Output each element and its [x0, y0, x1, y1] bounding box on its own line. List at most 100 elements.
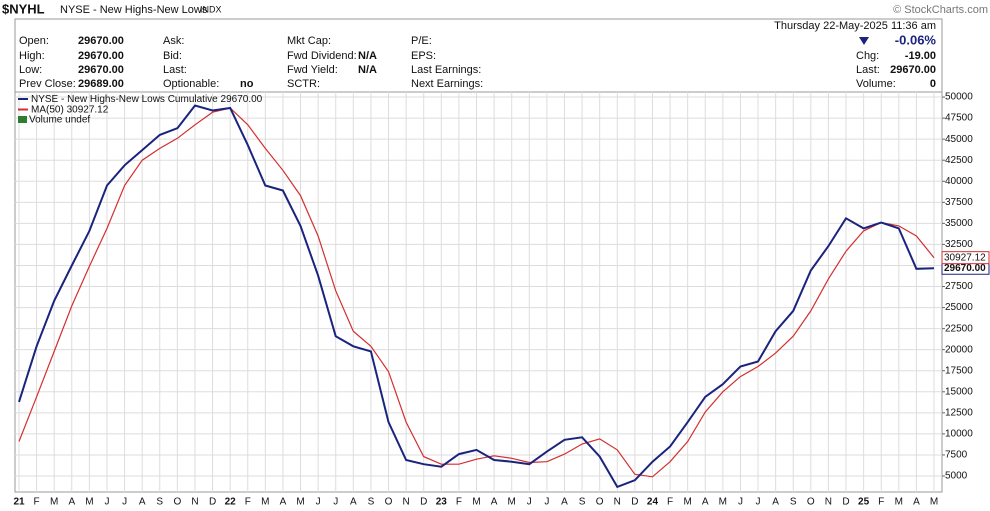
y-tick-label: 12500 — [945, 407, 973, 418]
x-tick-label: A — [491, 497, 498, 508]
y-tick-label: 20000 — [945, 344, 973, 355]
field-value: 29670.00 — [890, 64, 936, 76]
series-line — [18, 107, 935, 478]
x-tick-label: O — [385, 497, 393, 508]
x-tick-label: A — [772, 497, 779, 508]
field-value: 29670.00 — [78, 64, 124, 76]
x-tick-label: J — [122, 497, 127, 508]
x-tick-label: M — [508, 497, 516, 508]
y-tick-label: 37500 — [945, 197, 973, 208]
x-tick-label: N — [825, 497, 832, 508]
y-tick-label: 50000 — [945, 92, 973, 103]
y-tick-label: 40000 — [945, 176, 973, 187]
field-label: Volume: — [856, 78, 896, 90]
series-line — [18, 104, 935, 489]
volume-swatch — [18, 116, 27, 123]
x-tick-label: F — [456, 497, 462, 508]
field-label: Fwd Yield: — [287, 64, 338, 76]
field-value: N/A — [358, 50, 377, 62]
field-label: EPS: — [411, 50, 436, 62]
field-label: Low: — [19, 64, 42, 76]
volume-legend: Volume undef — [29, 115, 90, 126]
legend-name: MA(50) — [31, 104, 64, 115]
field-label: Next Earnings: — [411, 78, 483, 90]
y-tick-label: 45000 — [945, 134, 973, 145]
x-tick-label: M — [296, 497, 304, 508]
y-tick-label: 25000 — [945, 302, 973, 313]
x-tick-label: M — [930, 497, 938, 508]
down-arrow — [859, 37, 869, 45]
end-tag — [941, 251, 990, 265]
legend-name: NYSE - New Highs-New Lows Cumulative — [31, 94, 218, 105]
y-tick-label: 10000 — [945, 429, 973, 440]
field-value: 29670.00 — [78, 50, 124, 62]
field-label: Bid: — [163, 50, 182, 62]
x-tick-label: M — [472, 497, 480, 508]
x-tick-label: J — [544, 497, 549, 508]
field-label: Last: — [856, 64, 880, 76]
x-tick-label: D — [631, 497, 638, 508]
x-tick-label: A — [561, 497, 568, 508]
field-label: Fwd Dividend: — [287, 50, 357, 62]
x-tick-label: A — [350, 497, 357, 508]
field-label: P/E: — [411, 35, 432, 47]
x-tick-label: O — [173, 497, 181, 508]
x-tick-label: O — [807, 497, 815, 508]
date: Thursday 22-May-2025 11:36 am — [774, 20, 936, 32]
change-pct: -0.06% — [895, 32, 937, 47]
x-tick-label: J — [104, 497, 109, 508]
field-value: 29689.00 — [78, 78, 124, 90]
field-label: Chg: — [856, 50, 879, 62]
x-tick-label: M — [261, 497, 269, 508]
x-tick-label: A — [139, 497, 146, 508]
x-tick-label: N — [191, 497, 198, 508]
x-tick-label: 24 — [647, 497, 659, 508]
end-tag-label: 29670.00 — [944, 263, 986, 274]
field-label: Mkt Cap: — [287, 35, 331, 47]
x-tick-label: D — [842, 497, 849, 508]
y-tick-label: 47500 — [945, 113, 973, 124]
x-tick-label: J — [756, 497, 761, 508]
x-tick-label: M — [683, 497, 691, 508]
x-tick-label: D — [209, 497, 216, 508]
y-tick-label: 17500 — [945, 365, 973, 376]
y-tick-label: 27500 — [945, 281, 973, 292]
x-tick-label: M — [85, 497, 93, 508]
field-value: 29670.00 — [78, 35, 124, 47]
y-tick-label: 7500 — [945, 450, 968, 461]
x-tick-label: S — [156, 497, 163, 508]
x-tick-label: 21 — [13, 497, 25, 508]
y-tick-label: 42500 — [945, 155, 973, 166]
y-tick-label: 32500 — [945, 239, 973, 250]
y-tick-label: 35000 — [945, 218, 973, 229]
y-tick-label: 15000 — [945, 386, 973, 397]
x-tick-label: O — [596, 497, 604, 508]
x-tick-label: J — [738, 497, 743, 508]
y-tick-label: 22500 — [945, 323, 973, 334]
field-label: High: — [19, 50, 45, 62]
field-label: Last: — [163, 64, 187, 76]
x-tick-label: 22 — [225, 497, 237, 508]
end-tag-label: 30927.12 — [944, 252, 986, 263]
exchange: INDX — [200, 4, 222, 14]
plot-area — [14, 91, 943, 493]
x-tick-label: S — [579, 497, 586, 508]
field-value: 0 — [930, 78, 936, 90]
x-tick-label: A — [913, 497, 920, 508]
info-panel — [14, 18, 943, 93]
x-tick-label: S — [368, 497, 375, 508]
field-label: Open: — [19, 35, 49, 47]
symbol: $NYHL — [2, 1, 45, 16]
legend-label: NYSE - New Highs-New Lows Cumulative 296… — [31, 94, 263, 105]
x-tick-label: M — [895, 497, 903, 508]
x-tick-label: F — [667, 497, 673, 508]
legend-label: MA(50) 30927.12 — [31, 104, 109, 115]
y-tick-label: 5000 — [945, 471, 968, 482]
legend-last: 29670.00 — [221, 94, 263, 105]
symbol-name: NYSE - New Highs-New Lows — [60, 4, 208, 16]
field-value: N/A — [358, 64, 377, 76]
x-tick-label: M — [50, 497, 58, 508]
x-tick-label: A — [280, 497, 287, 508]
x-tick-label: F — [34, 497, 40, 508]
